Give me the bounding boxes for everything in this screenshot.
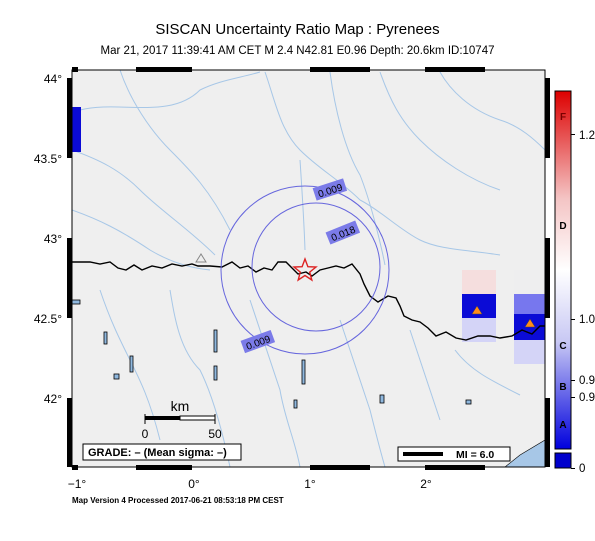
- colorbar-value: 0.9: [579, 392, 595, 404]
- epicenter-star-icon: [292, 257, 318, 282]
- colorbar-value: 1.2: [579, 130, 595, 142]
- scale-tick-0: 0: [142, 427, 149, 441]
- lat-labels: 44° 43.5° 43° 42.5° 42°: [34, 72, 62, 406]
- frame-ticks: [67, 67, 550, 470]
- mi-box: MI = 6.0: [397, 446, 511, 462]
- event-info: Mar 21, 2017 11:39:41 AM CET M 2.4 N42.8…: [100, 45, 495, 57]
- grade-box: GRADE: – (Mean sigma: –): [82, 443, 242, 461]
- grade-letter: D: [559, 221, 566, 232]
- station-triangle-icon: [524, 318, 536, 328]
- lon-labels: −1° 0° 1° 2°: [68, 477, 432, 491]
- lon-label: −1°: [68, 477, 87, 491]
- lakes: [72, 299, 472, 409]
- contour-outer: [220, 185, 390, 355]
- scale-bar: km 0 50: [142, 398, 222, 441]
- lat-label: 42.5°: [34, 312, 62, 326]
- lon-label: 1°: [304, 477, 316, 491]
- grade-letter: A: [559, 420, 566, 431]
- lon-label: 0°: [188, 477, 200, 491]
- colorbar-value: 1.0: [579, 314, 595, 326]
- lon-label: 2°: [420, 477, 432, 491]
- colorbar-zero-swatch: [554, 452, 572, 469]
- map-content: 0.009 0.018 0.009 km 0 50: [72, 70, 545, 467]
- colorbar-gradient: [554, 90, 572, 450]
- lat-label: 43°: [44, 232, 62, 246]
- colorbar: F D C B A 1.2 1.0 0.9 0.9 0: [554, 90, 595, 475]
- national-border: [72, 261, 545, 341]
- scale-unit: km: [171, 398, 190, 414]
- grade-letter: B: [559, 382, 566, 393]
- uncertainty-contours: [220, 185, 390, 355]
- grade-letter: F: [560, 112, 566, 123]
- sea: [504, 439, 545, 467]
- lat-label: 42°: [44, 392, 62, 406]
- uncertainty-cells: [72, 107, 545, 364]
- station-triangle-icon: [195, 253, 207, 263]
- lat-label: 43.5°: [34, 152, 62, 166]
- contour-labels: 0.009 0.018 0.009: [240, 178, 361, 354]
- station-triangle-icon: [471, 305, 483, 315]
- scale-tick-50: 50: [208, 427, 222, 441]
- map-footer: Map Version 4 Processed 2017-06-21 08:53…: [72, 496, 284, 505]
- lat-label: 44°: [44, 72, 62, 86]
- mi-text: MI = 6.0: [456, 449, 494, 461]
- land-area: [72, 70, 545, 467]
- grade-letter: C: [559, 341, 566, 352]
- map-title: SISCAN Uncertainty Ratio Map : Pyrenees: [155, 21, 440, 38]
- contour-inner: [251, 202, 381, 332]
- grade-text: GRADE: – (Mean sigma: –): [88, 447, 227, 459]
- colorbar-value: 0: [579, 463, 585, 475]
- colorbar-value: 0.9: [579, 375, 595, 387]
